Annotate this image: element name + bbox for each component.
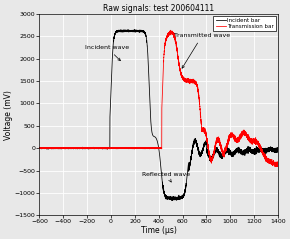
Incident bar [264, 148, 267, 151]
Incident bar [52, 147, 55, 149]
Transmission bar [38, 147, 41, 150]
X-axis label: Time (μs): Time (μs) [141, 226, 177, 235]
Line: Transmission bar: Transmission bar [39, 30, 278, 167]
Transmission bar [264, 156, 267, 159]
Transmission bar [154, 147, 158, 150]
Text: Reflected wave: Reflected wave [142, 172, 190, 182]
Incident bar [48, 147, 51, 149]
Incident bar [39, 147, 42, 150]
Y-axis label: Voltage (mV): Voltage (mV) [4, 90, 13, 140]
Legend: Incident bar, Transmission bar: Incident bar, Transmission bar [213, 16, 276, 31]
Text: Transmitted wave: Transmitted wave [174, 33, 230, 68]
Incident bar [154, 137, 158, 140]
Transmission bar [84, 147, 88, 150]
Incident bar [170, 199, 174, 202]
Line: Incident bar: Incident bar [39, 30, 278, 201]
Incident bar [38, 147, 41, 150]
Transmission bar [39, 147, 42, 150]
Transmission bar [276, 162, 280, 165]
Incident bar [126, 28, 130, 31]
Title: Raw signals: test 200604111: Raw signals: test 200604111 [103, 4, 214, 13]
Text: Incident wave: Incident wave [85, 45, 129, 61]
Incident bar [84, 146, 88, 149]
Transmission bar [168, 29, 172, 32]
Transmission bar [52, 147, 55, 149]
Transmission bar [273, 165, 277, 168]
Transmission bar [48, 147, 51, 150]
Incident bar [276, 149, 280, 152]
